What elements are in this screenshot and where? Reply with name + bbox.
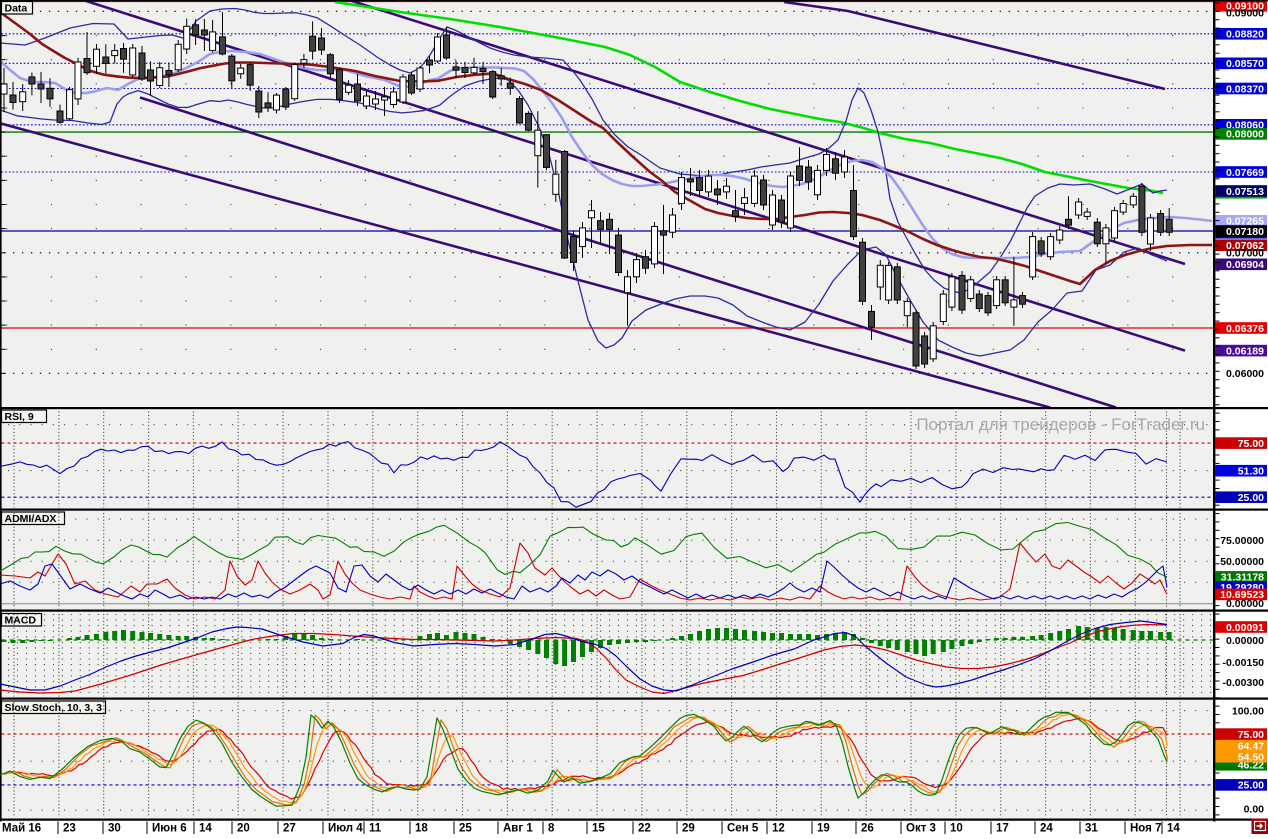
svg-text:0.08370: 0.08370 (1226, 83, 1264, 95)
svg-text:0.06000: 0.06000 (1226, 368, 1264, 380)
svg-text:RSI, 9: RSI, 9 (5, 411, 34, 423)
svg-text:-0.00300: -0.00300 (1223, 677, 1265, 689)
svg-text:0.07513: 0.07513 (1226, 186, 1264, 198)
svg-text:11: 11 (369, 823, 382, 835)
svg-text:-0.00150: -0.00150 (1223, 657, 1265, 669)
svg-text:Портал для трейдеров - ForTrad: Портал для трейдеров - ForTrader.ru (916, 415, 1205, 434)
svg-text:Июн 6: Июн 6 (152, 823, 187, 835)
svg-text:20: 20 (237, 823, 250, 835)
svg-text:0.09000: 0.09000 (1226, 8, 1264, 20)
svg-text:19: 19 (817, 823, 830, 835)
svg-text:0.07180: 0.07180 (1226, 226, 1264, 238)
svg-text:Окт 3: Окт 3 (906, 823, 936, 835)
svg-text:17: 17 (996, 823, 1009, 835)
svg-text:29: 29 (682, 823, 695, 835)
svg-text:100.00: 100.00 (1232, 705, 1264, 717)
svg-text:31: 31 (1085, 823, 1098, 835)
svg-text:Июл 4: Июл 4 (328, 823, 363, 835)
svg-text:25.00: 25.00 (1238, 492, 1264, 504)
svg-text:Slow Stoch, 10, 3, 3: Slow Stoch, 10, 3, 3 (5, 702, 103, 714)
svg-text:Ноя 7: Ноя 7 (1130, 823, 1161, 835)
svg-text:12: 12 (772, 823, 785, 835)
svg-text:MACD: MACD (5, 614, 37, 626)
svg-text:14: 14 (199, 823, 212, 835)
svg-text:0.08000: 0.08000 (1226, 129, 1264, 141)
svg-text:Май 16: Май 16 (2, 823, 41, 835)
svg-text:0.08820: 0.08820 (1226, 29, 1264, 41)
svg-text:8: 8 (548, 823, 555, 835)
svg-text:22: 22 (638, 823, 651, 835)
svg-text:15: 15 (592, 823, 605, 835)
svg-text:0.00: 0.00 (1244, 804, 1265, 816)
svg-text:30: 30 (108, 823, 121, 835)
svg-text:Data: Data (5, 2, 28, 14)
svg-text:23: 23 (63, 823, 76, 835)
svg-text:54.50: 54.50 (1238, 752, 1264, 764)
svg-text:75.00: 75.00 (1238, 438, 1264, 450)
svg-text:18: 18 (415, 823, 428, 835)
svg-text:26: 26 (861, 823, 874, 835)
svg-text:0.07669: 0.07669 (1226, 167, 1264, 179)
svg-text:75.00000: 75.00000 (1220, 535, 1264, 547)
svg-text:10: 10 (950, 823, 963, 835)
svg-text:Сен 5: Сен 5 (727, 823, 759, 835)
svg-text:Авг 1: Авг 1 (503, 823, 533, 835)
svg-text:24: 24 (1040, 823, 1053, 835)
svg-text:51.30: 51.30 (1238, 466, 1264, 478)
svg-text:75.00: 75.00 (1238, 729, 1264, 741)
svg-text:14: 14 (1167, 823, 1180, 835)
svg-text:0.00091: 0.00091 (1226, 622, 1264, 634)
svg-text:0.06376: 0.06376 (1226, 323, 1264, 335)
svg-text:0.06904: 0.06904 (1226, 259, 1264, 271)
svg-text:0.07000: 0.07000 (1226, 248, 1264, 260)
svg-text:25.00: 25.00 (1238, 780, 1264, 792)
svg-text:0.00000: 0.00000 (1226, 598, 1264, 610)
svg-text:50.00000: 50.00000 (1220, 556, 1264, 568)
svg-text:27: 27 (283, 823, 296, 835)
svg-text:0.08570: 0.08570 (1226, 58, 1264, 70)
svg-text:0.00000: 0.00000 (1226, 635, 1264, 647)
svg-text:25: 25 (459, 823, 472, 835)
svg-text:0.06189: 0.06189 (1226, 345, 1264, 357)
